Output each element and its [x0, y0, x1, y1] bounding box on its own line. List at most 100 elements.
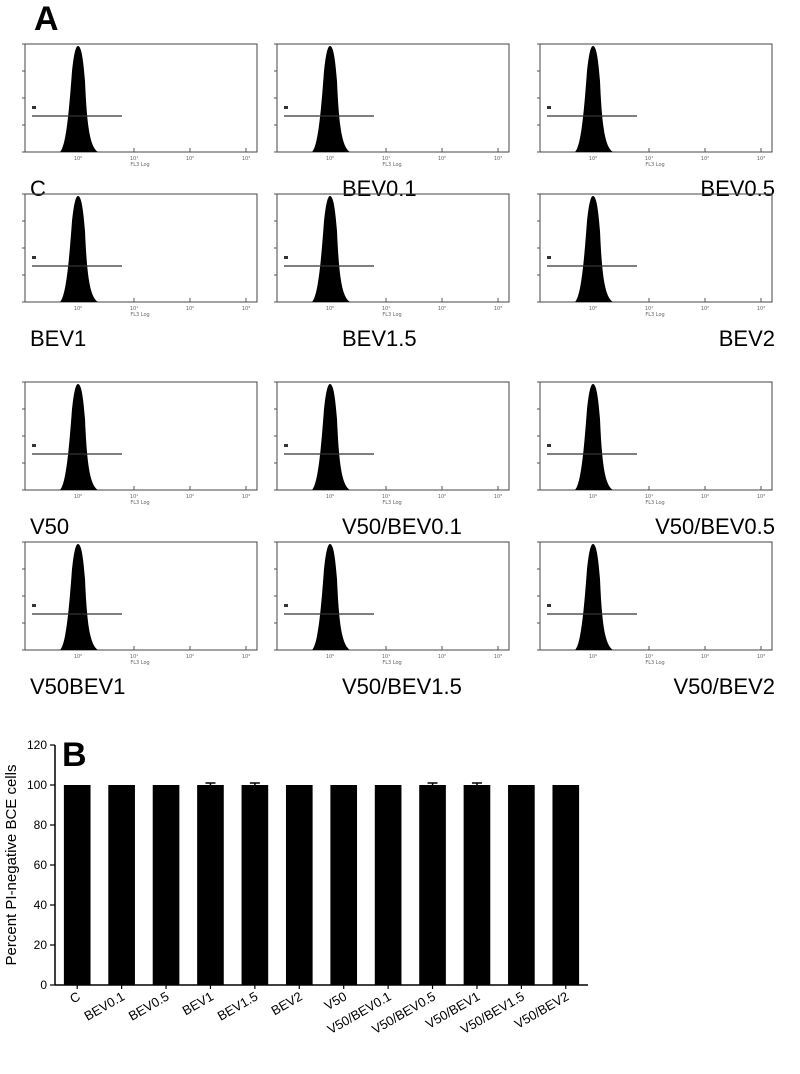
histogram-plot: 10⁰ 10¹ 10² 10³ FL3 Log — [274, 193, 510, 318]
gate-marker — [284, 106, 288, 109]
x-tick-label: V50 — [322, 989, 350, 1014]
histogram-frame — [24, 541, 258, 651]
histogram-panel: 10⁰ 10¹ 10² 10³ FL3 Log V50/BEV0.1 — [262, 380, 512, 560]
histogram-label: BEV0.1 — [342, 176, 417, 201]
panel-label-b: B — [62, 736, 87, 774]
gate-marker — [547, 604, 551, 607]
bar — [241, 785, 269, 985]
x-tick-label: BEV2 — [268, 989, 304, 1019]
histogram-panel: 10⁰ 10¹ 10² 10³ FL3 Log BEV1.5 — [262, 192, 512, 372]
gate-marker — [32, 604, 36, 607]
bar — [152, 785, 180, 985]
gate-marker — [32, 106, 36, 109]
x-tick-label: 10² — [438, 494, 446, 500]
histogram-plot: 10⁰ 10¹ 10² 10³ FL3 Log — [537, 541, 773, 666]
bar — [285, 785, 313, 985]
histogram-peak — [575, 196, 613, 302]
x-tick-label: 10⁰ — [589, 654, 597, 660]
x-tick-label: BEV1.5 — [215, 989, 261, 1024]
histogram-peak — [60, 544, 98, 650]
histogram-peak — [60, 384, 98, 490]
histogram-peak — [60, 46, 98, 152]
bar — [197, 785, 224, 985]
x-axis-label: FL3 Log — [130, 312, 149, 318]
y-tick-label: 40 — [34, 898, 48, 912]
x-tick-label: 10³ — [242, 654, 250, 660]
histogram-peak — [312, 544, 350, 650]
x-tick-label: C — [67, 989, 83, 1007]
histogram-panel: 10⁰ 10¹ 10² 10³ FL3 Log V50BEV1 — [10, 540, 260, 720]
bar — [374, 785, 402, 985]
x-tick-label: 10² — [438, 306, 446, 312]
histogram-frame — [24, 193, 258, 303]
y-tick-label: 80 — [34, 818, 48, 832]
histogram-frame — [276, 381, 510, 491]
x-tick-label: 10¹ — [382, 156, 390, 162]
histogram-peak — [312, 384, 350, 490]
histogram-panel: 10⁰ 10¹ 10² 10³ FL3 Log V50/BEV0.5 — [525, 380, 775, 560]
y-tick-label: 20 — [34, 938, 48, 952]
bar — [419, 785, 446, 985]
histogram-label: V50/BEV0.5 — [655, 514, 775, 539]
gate-marker — [284, 444, 288, 447]
x-tick-label: 10¹ — [130, 654, 138, 660]
histogram-frame — [24, 381, 258, 491]
histogram-peak — [575, 544, 613, 650]
x-tick-label: 10³ — [757, 654, 765, 660]
bar — [508, 785, 535, 985]
x-axis-label: FL3 Log — [645, 500, 664, 506]
histogram-panel: 10⁰ 10¹ 10² 10³ FL3 Log V50/BEV1.5 — [262, 540, 512, 720]
bar — [108, 785, 135, 985]
x-tick-label: 10¹ — [645, 156, 653, 162]
bar — [463, 785, 491, 985]
x-axis-label: FL3 Log — [382, 500, 401, 506]
histogram-peak — [60, 196, 98, 302]
x-tick-label: BEV0.5 — [126, 989, 172, 1024]
x-tick-label: 10⁰ — [74, 306, 82, 312]
histogram-label: V50BEV1 — [30, 674, 126, 699]
histogram-label: BEV1 — [30, 326, 87, 351]
x-tick-label: BEV0.1 — [81, 989, 127, 1024]
histogram-label: V50/BEV1.5 — [342, 674, 462, 699]
histogram-plot: 10⁰ 10¹ 10² 10³ FL3 Log — [274, 541, 510, 666]
histogram-frame — [24, 43, 258, 153]
x-tick-label: 10¹ — [382, 306, 390, 312]
y-tick-label: 60 — [34, 858, 48, 872]
gate-marker — [547, 444, 551, 447]
histogram-panel: 10⁰ 10¹ 10² 10³ FL3 Log C — [10, 42, 260, 222]
panel-label-a: A — [34, 0, 59, 38]
histogram-panel: 10⁰ 10¹ 10² 10³ FL3 Log BEV2 — [525, 192, 775, 372]
x-axis-label: FL3 Log — [645, 660, 664, 666]
x-tick-label: 10² — [186, 654, 194, 660]
histogram-panel: 10⁰ 10¹ 10² 10³ FL3 Log V50 — [10, 380, 260, 560]
histogram-label: BEV2 — [718, 326, 775, 351]
histogram-peak — [312, 46, 350, 152]
x-tick-label: 10⁰ — [326, 494, 334, 500]
x-tick-label: 10³ — [494, 494, 502, 500]
histogram-label: V50/BEV0.1 — [342, 514, 462, 539]
x-tick-label: 10⁰ — [589, 494, 597, 500]
histogram-frame — [539, 193, 773, 303]
x-tick-label: 10³ — [757, 156, 765, 162]
histogram-label: V50/BEV2 — [673, 674, 775, 699]
gate-marker — [32, 256, 36, 259]
x-tick-label: 10² — [701, 306, 709, 312]
histogram-peak — [312, 196, 350, 302]
x-tick-label: 10² — [186, 306, 194, 312]
x-tick-label: 10⁰ — [589, 156, 597, 162]
histogram-peak — [575, 384, 613, 490]
x-axis-label: FL3 Log — [645, 162, 664, 168]
x-tick-label: BEV1 — [180, 989, 216, 1019]
x-tick-label: 10³ — [757, 494, 765, 500]
histogram-frame — [539, 381, 773, 491]
x-tick-label: 10² — [701, 156, 709, 162]
x-axis-label: FL3 Log — [130, 660, 149, 666]
x-tick-label: 10³ — [242, 306, 250, 312]
x-tick-label: 10⁰ — [74, 654, 82, 660]
bar-chart: 0 20 40 60 80 100 120 Percent PI-negative BCE c… — [3, 738, 588, 1037]
histogram-label: BEV0.5 — [700, 176, 775, 201]
histogram-plot: 10⁰ 10¹ 10² 10³ FL3 Log — [22, 43, 258, 168]
histogram-plot: 10⁰ 10¹ 10² 10³ FL3 Log — [274, 381, 510, 506]
x-tick-label: 10¹ — [130, 156, 138, 162]
gate-marker — [284, 256, 288, 259]
